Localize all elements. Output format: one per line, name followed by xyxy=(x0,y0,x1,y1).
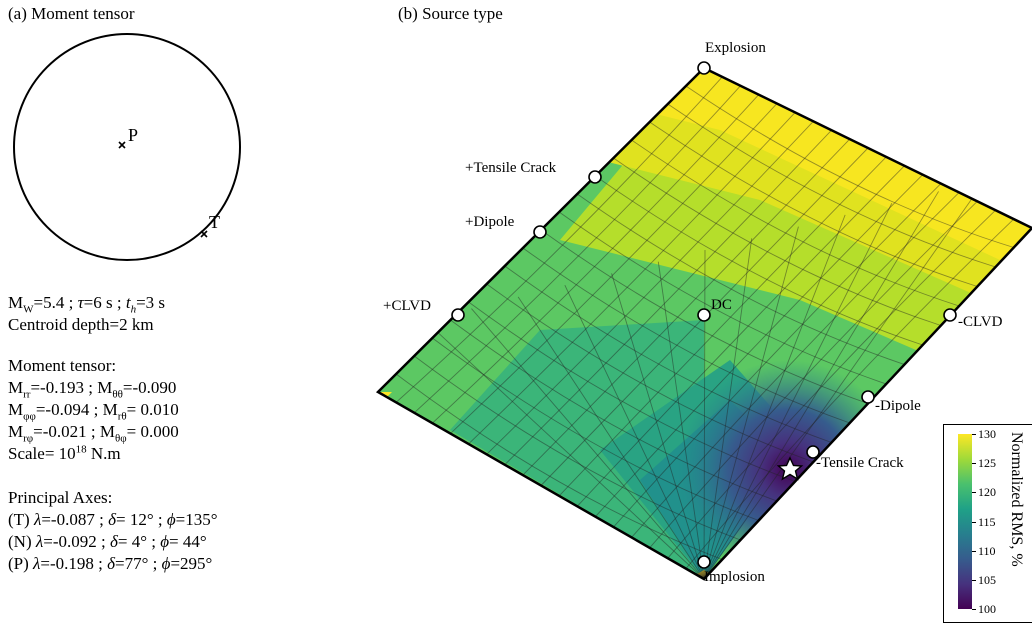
label-implosion: Implosion xyxy=(704,569,765,585)
magnitude-line: MW=5.4 ; τ=6 s ; th=3 s xyxy=(8,293,166,316)
colorbar-tick-mark xyxy=(972,434,976,435)
panel-a-title: (a) Moment tensor xyxy=(8,4,135,23)
tensile-minus-point xyxy=(806,445,820,459)
principal-axes-heading: Principal Axes: xyxy=(8,488,113,507)
label-clvd-plus: +CLVD xyxy=(383,298,431,314)
mw-sub: W xyxy=(23,303,34,316)
misfit-field xyxy=(378,68,1032,579)
tensile-plus-point xyxy=(588,170,602,184)
colorbar-gradient xyxy=(958,434,972,609)
scale-line: Scale= 1018 N.m xyxy=(8,444,121,464)
moment-tensor-row: Mrr=-0.193 ; Mθθ=-0.090 xyxy=(8,378,177,401)
beachball-diagram xyxy=(13,33,241,261)
colorbar-tick-label: 105 xyxy=(978,572,996,587)
tau-value: =6 s ; xyxy=(83,293,126,312)
panel-b-title: (b) Source type xyxy=(398,4,503,23)
colorbar-tick-mark xyxy=(972,609,976,610)
colorbar-tick-mark xyxy=(972,521,976,523)
label-dc: DC xyxy=(711,297,732,313)
colorbar-tick-mark xyxy=(972,463,976,465)
dipole-plus-point xyxy=(533,225,547,239)
th-symbol: t xyxy=(125,293,131,312)
dipole-minus-point xyxy=(861,390,875,404)
source-points xyxy=(451,61,957,569)
p-axis-marker xyxy=(118,141,126,149)
colorbar-tick-label: 115 xyxy=(978,514,996,529)
colorbar-tick-label: 125 xyxy=(978,456,996,471)
colorbar-tick-label: 120 xyxy=(978,485,996,500)
t-axis-label: T xyxy=(209,212,220,232)
principal-axis-row: (N) λ=-0.092 ; δ= 4° ; ϕ= 44° xyxy=(8,532,207,551)
colorbar-tick-mark xyxy=(972,550,976,552)
scale-prefix: Scale= 10 xyxy=(8,444,76,463)
implosion-point xyxy=(697,555,711,569)
colorbar-tick-label: 100 xyxy=(978,602,996,616)
diamond-outline xyxy=(375,66,1032,581)
label-dipole-minus: -Dipole xyxy=(875,398,921,414)
scale-unit: N.m xyxy=(86,444,121,463)
scale-exponent: 18 xyxy=(75,443,87,456)
centroid-depth: Centroid depth=2 km xyxy=(8,315,154,334)
colorbar-tick-label: 130 xyxy=(978,427,996,441)
clvd-plus-point xyxy=(451,308,465,322)
lune-grid xyxy=(395,76,1015,579)
colorbar-tick-label: 110 xyxy=(978,543,996,558)
mw-value: =5.4 ; xyxy=(33,293,78,312)
label-explosion: Explosion xyxy=(705,40,766,56)
label-dipole-plus: +Dipole xyxy=(465,214,515,230)
colorbar-tick-mark xyxy=(972,492,976,494)
mw-prefix: M xyxy=(8,293,24,312)
label-clvd-minus: -CLVD xyxy=(958,314,1003,330)
moment-tensor-row: Mφφ=-0.094 ; Mrθ= 0.010 xyxy=(8,400,179,423)
label-tensile-minus: -Tensile Crack xyxy=(816,455,904,471)
colorbar-label: Normalized RMS, % xyxy=(1008,432,1025,567)
th-value: =3 s xyxy=(136,293,166,312)
th-sub: h xyxy=(130,303,137,316)
clvd-minus-point xyxy=(943,308,957,322)
colorbar-tick-mark xyxy=(972,579,976,581)
explosion-point xyxy=(697,61,711,75)
p-axis-label: P xyxy=(128,125,139,145)
moment-tensor-row: Mrφ=-0.021 ; Mθφ= 0.000 xyxy=(8,422,179,445)
t-axis-marker xyxy=(200,230,208,238)
tau-symbol: τ xyxy=(77,293,84,312)
label-tensile-plus: +Tensile Crack xyxy=(465,160,557,176)
best-solution-star-icon xyxy=(776,456,804,481)
colorbar-box xyxy=(943,424,1032,623)
dc-point xyxy=(697,308,711,322)
principal-axis-row: (P) λ=-0.198 ; δ=77° ; ϕ=295° xyxy=(8,554,213,573)
principal-axis-row: (T) λ=-0.087 ; δ= 12° ; ϕ=135° xyxy=(8,510,218,529)
moment-tensor-heading: Moment tensor: xyxy=(8,356,117,375)
